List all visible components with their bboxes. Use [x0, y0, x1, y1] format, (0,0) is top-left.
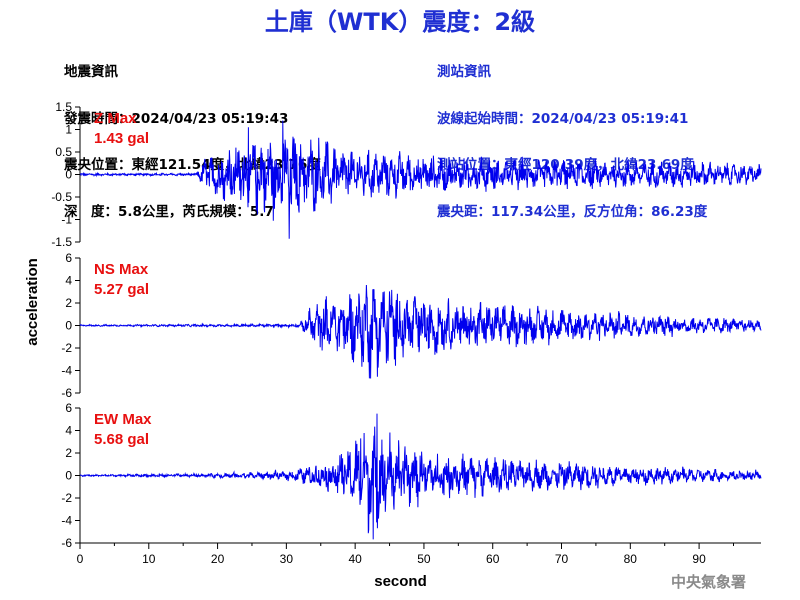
max-label-ew: EW Max [94, 411, 152, 428]
y-tick-label: -4 [61, 364, 72, 378]
y-tick-label: 1.5 [55, 100, 72, 114]
y-tick-label: 0 [65, 469, 72, 483]
y-tick-label: 2 [65, 296, 72, 310]
x-tick-label: 30 [280, 552, 294, 566]
waveform-ns [79, 284, 762, 379]
x-tick-label: 90 [692, 552, 706, 566]
y-tick-label: 2 [65, 446, 72, 460]
x-tick-label: 10 [142, 552, 156, 566]
y-tick-label: -2 [61, 491, 72, 505]
y-tick-label: 6 [65, 251, 72, 265]
y-tick-label: -4 [61, 514, 72, 528]
waveform-ew [80, 413, 762, 540]
quake-info-header: 地震資訊 [64, 64, 118, 80]
max-value-ns: 5.27 gal [94, 281, 149, 298]
x-tick-label: 40 [348, 552, 362, 566]
y-tick-label: 0 [65, 319, 72, 333]
x-tick-label: 20 [211, 552, 225, 566]
y-tick-label: -1 [61, 213, 72, 227]
x-axis-title: second [374, 573, 427, 590]
epicenter-distance: 震央距：117.34公里，反方位角：86.23度 [437, 203, 708, 220]
y-tick-label: 0 [65, 168, 72, 182]
y-tick-label: -6 [61, 536, 72, 550]
x-tick-label: 0 [77, 552, 84, 566]
y-tick-label: 4 [65, 424, 72, 438]
y-tick-label: -6 [61, 386, 72, 400]
y-tick-label: 1 [65, 123, 72, 137]
max-value-z: 1.43 gal [94, 130, 149, 147]
agency-logo: 中央氣象署 [670, 573, 746, 591]
y-tick-label: -0.5 [51, 190, 72, 204]
quake-depth-magnitude: 深 度：5.8公里，芮氏規模：5.7 [64, 203, 274, 220]
x-tick-label: 70 [555, 552, 569, 566]
max-value-ew: 5.68 gal [94, 431, 149, 448]
y-tick-label: -2 [61, 341, 72, 355]
waveform-z [79, 120, 762, 239]
y-tick-label: 6 [65, 401, 72, 415]
max-label-ns: NS Max [94, 261, 149, 278]
station-location: 測站位置：東經120.39度，北緯23.69度 [437, 157, 694, 173]
y-tick-label: 4 [65, 274, 72, 288]
station-info: 測站資訊 波線起始時間：2024/04/23 05:19:41 測站位置：東經1… [437, 34, 707, 236]
x-tick-label: 50 [417, 552, 431, 566]
page-title: 土庫（WTK）震度：2級 [264, 8, 536, 36]
wave-start-time: 波線起始時間：2024/04/23 05:19:41 [437, 110, 689, 127]
quake-time: 發震時間：2024/04/23 05:19:43 [64, 110, 289, 127]
station-info-header: 測站資訊 [437, 64, 491, 80]
y-tick-label: -1.5 [51, 235, 72, 249]
y-axis-title: acceleration [24, 258, 41, 346]
y-tick-label: 0.5 [55, 145, 72, 159]
x-tick-label: 60 [486, 552, 500, 566]
quake-info: 地震資訊 發震時間：2024/04/23 05:19:43 震央位置：東經121… [64, 34, 321, 236]
max-label-z: Z Max [94, 110, 137, 127]
x-tick-label: 80 [624, 552, 638, 566]
